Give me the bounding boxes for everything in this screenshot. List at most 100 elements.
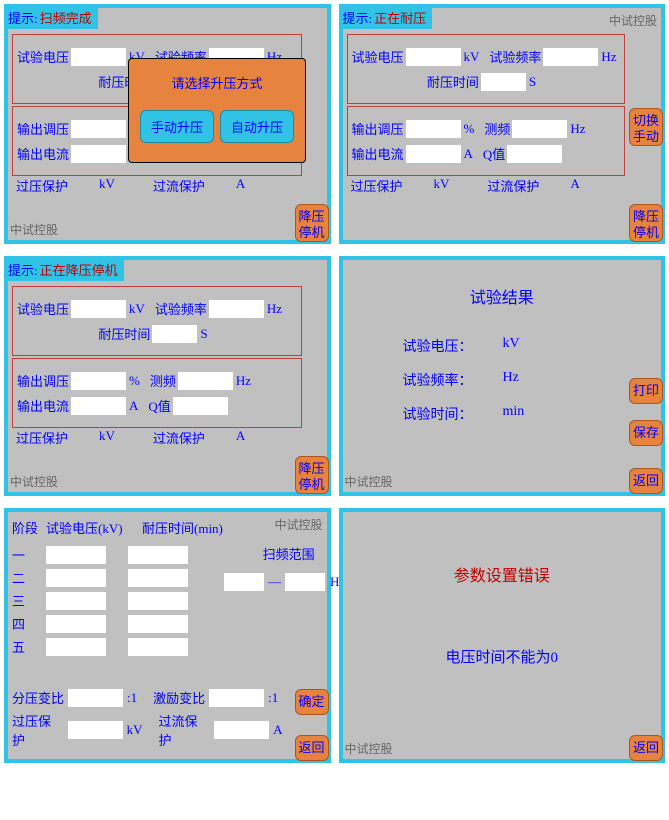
input-test-freq[interactable] (209, 300, 264, 318)
unit-kv: kV (99, 428, 115, 447)
input-q-value[interactable] (507, 145, 562, 163)
label-q-value: Q值 (148, 396, 170, 415)
panel-results: 试验结果 试验电压：kV 试验频率：Hz 试验时间：min 打印 保存 返回 中… (339, 256, 666, 496)
unit-min: min (503, 404, 553, 424)
footer-brand: 中试控股 (10, 221, 58, 238)
label-test-voltage: 试验电压 (17, 47, 69, 66)
panel-stopping: 提示: 正在降压停机 试验电压 kV 试验频率 Hz 耐压时间 S 输出调压 (4, 256, 331, 496)
scan-range: 扫频范围 — Hz (224, 544, 353, 591)
col-voltage: 试验电压(kV) (46, 518, 136, 537)
btn-return[interactable]: 返回 (629, 468, 663, 494)
input-output-adjust[interactable] (71, 372, 126, 390)
unit-hz: Hz (503, 370, 553, 390)
input-test-voltage[interactable] (71, 48, 126, 66)
unit-s: S (529, 74, 536, 90)
label-withstand-time: 耐压时间 (98, 324, 150, 343)
input-ratio-div[interactable] (68, 689, 123, 707)
input-q-value[interactable] (173, 397, 228, 415)
label-output-current: 输出电流 (352, 144, 404, 163)
input-stage-time[interactable] (128, 615, 188, 633)
input-meas-freq[interactable] (512, 120, 567, 138)
input-output-adjust[interactable] (71, 120, 126, 138)
input-stage-voltage[interactable] (46, 569, 106, 587)
stage-row: 四 (12, 614, 323, 633)
unit-a: A (236, 176, 245, 195)
label-output-current: 输出电流 (17, 144, 69, 163)
unit-kv: kV (434, 176, 450, 195)
panel-stage-config: 中试控股 阶段 试验电压(kV) 耐压时间(min) 一二三四五 扫频范围 — … (4, 508, 331, 763)
input-scan-from[interactable] (224, 573, 264, 591)
input-output-current[interactable] (71, 397, 126, 415)
modal-title: 请选择升压方式 (129, 59, 305, 110)
stage-row: 三 (12, 591, 323, 610)
btn-save[interactable]: 保存 (629, 420, 663, 446)
label-oc-protect: 过流保护 (153, 428, 205, 447)
input-withstand-time[interactable] (481, 73, 526, 91)
col-stage: 阶段 (12, 518, 40, 537)
stage-num: 五 (12, 637, 40, 656)
label-output-adjust: 输出调压 (352, 119, 404, 138)
panel-error: 参数设置错误 电压时间不能为0 返回 中试控股 (339, 508, 666, 763)
label-output-adjust: 输出调压 (17, 371, 69, 390)
input-scan-to[interactable] (285, 573, 325, 591)
btn-print[interactable]: 打印 (629, 378, 663, 404)
input-stage-voltage[interactable] (46, 638, 106, 656)
footer-brand: 中试控股 (10, 473, 58, 490)
label-withstand-time: 耐压时间 (427, 72, 479, 91)
label-ov-protect: 过压保护 (12, 711, 64, 749)
stage-num: 一 (12, 545, 40, 564)
input-oc-protect[interactable] (214, 721, 269, 739)
stage-num: 二 (12, 568, 40, 587)
label-output-adjust: 输出调压 (17, 119, 69, 138)
input-test-voltage[interactable] (71, 300, 126, 318)
unit-pct: % (129, 373, 140, 389)
label-meas-freq: 测频 (484, 119, 510, 138)
input-test-voltage[interactable] (406, 48, 461, 66)
input-output-current[interactable] (71, 145, 126, 163)
bottom-params: 分压变比 :1 激励变比 :1 过压保护 kV 过流保护 A (12, 684, 283, 753)
input-output-adjust[interactable] (406, 120, 461, 138)
input-stage-voltage[interactable] (46, 592, 106, 610)
label-oc-protect: 过流保护 (153, 176, 205, 195)
hint-bar: 提示: 扫频完成 (6, 6, 98, 29)
input-stage-time[interactable] (128, 592, 188, 610)
results-title: 试验结果 (343, 284, 662, 308)
input-output-current[interactable] (406, 145, 461, 163)
btn-confirm[interactable]: 确定 (295, 689, 329, 715)
btn-auto-boost[interactable]: 自动升压 (220, 110, 294, 143)
btn-return[interactable]: 返回 (629, 735, 663, 761)
input-stage-voltage[interactable] (46, 546, 106, 564)
hint-label: 提示: (8, 260, 38, 279)
error-message: 电压时间不能为0 (343, 646, 662, 667)
panel-scan-complete: 提示: 扫频完成 试验电压 kV 试验频率 Hz 耐压时间 S 输出调压 (4, 4, 331, 244)
dash: — (268, 574, 281, 590)
hint-bar: 提示: 正在耐压 (341, 6, 433, 29)
unit-kv: kV (99, 176, 115, 195)
btn-return[interactable]: 返回 (295, 735, 329, 761)
input-ratio-exc[interactable] (209, 689, 264, 707)
unit-s: S (200, 326, 207, 342)
input-meas-freq[interactable] (178, 372, 233, 390)
label-ov-protect: 过压保护 (351, 176, 403, 195)
btn-stop[interactable]: 降压 停机 (629, 204, 663, 242)
btn-manual-boost[interactable]: 手动升压 (140, 110, 214, 143)
btn-switch-manual[interactable]: 切换 手动 (629, 108, 663, 146)
input-stage-time[interactable] (128, 638, 188, 656)
btn-stop[interactable]: 降压 停机 (295, 456, 329, 494)
label-ov-protect: 过压保护 (16, 176, 68, 195)
label-oc-protect: 过流保护 (487, 176, 539, 195)
stage-num: 四 (12, 614, 40, 633)
input-stage-time[interactable] (128, 569, 188, 587)
ratio-suffix: :1 (268, 690, 278, 706)
btn-stop[interactable]: 降压 停机 (295, 204, 329, 242)
unit-pct: % (464, 121, 475, 137)
input-withstand-time[interactable] (152, 325, 197, 343)
error-title: 参数设置错误 (343, 562, 662, 586)
input-ov-protect[interactable] (68, 721, 123, 739)
unit-a: A (129, 398, 138, 414)
label-ratio-div: 分压变比 (12, 688, 64, 707)
hint-text: 正在降压停机 (40, 260, 118, 279)
input-stage-voltage[interactable] (46, 615, 106, 633)
input-test-freq[interactable] (543, 48, 598, 66)
input-stage-time[interactable] (128, 546, 188, 564)
